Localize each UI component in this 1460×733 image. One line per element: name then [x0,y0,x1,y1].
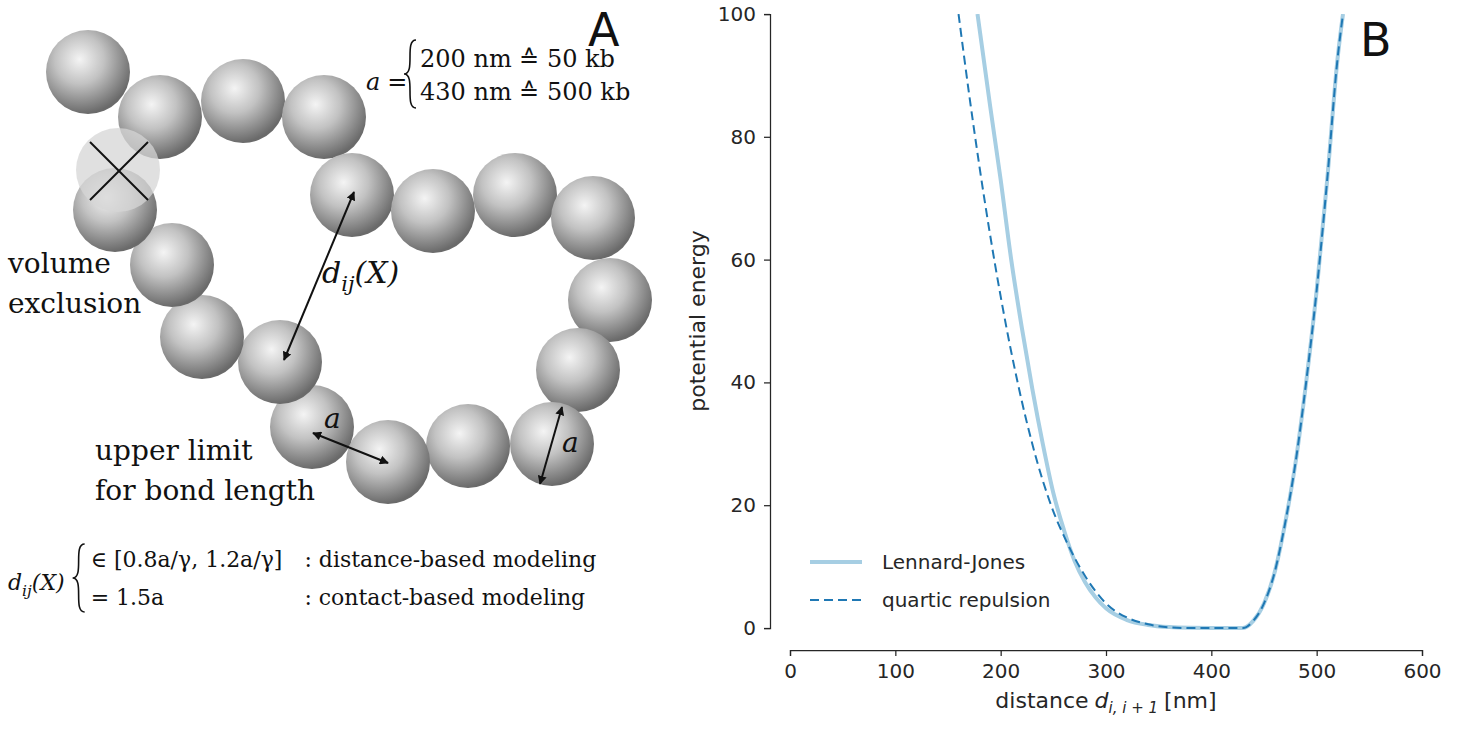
bead [426,404,510,488]
x-tick-label: 400 [1193,659,1231,683]
legend-swatch [810,599,862,601]
distance-label: dij(X) [322,255,399,296]
x-tick: 500 [1298,650,1336,683]
y-tick-label: 100 [718,2,756,26]
d-definition-description: : distance-based modeling [304,547,596,572]
x-tick: 0 [784,650,797,683]
d-definition-condition: ∈ [0.8a/γ, 1.2a/γ] [91,547,283,572]
x-axis-line [791,651,1423,657]
y-tick: 20 [731,493,770,517]
brace [73,544,85,612]
figure: Aa=200 nm ≙ 50 kb430 nm ≙ 500 kbvolumeex… [0,0,1460,733]
y-axis: 0 20 40 60 80 100 [718,2,771,640]
bead [160,295,244,379]
d-definition-description: : contact-based modeling [304,585,585,610]
bond-length-label: upper limit [95,434,253,467]
bond-arrow [540,407,562,484]
series-line [959,14,1343,628]
x-tick: 600 [1403,650,1441,683]
y-tick-label: 80 [731,125,756,149]
x-tick-label: 200 [982,659,1020,683]
bead [201,59,285,143]
y-axis-line [764,15,771,629]
x-tick-mark [1001,650,1002,656]
bead [238,320,322,404]
bead [536,328,620,412]
series-line [977,14,1343,628]
bead [510,402,594,486]
y-tick-mark [764,137,770,138]
x-tick: 400 [1193,650,1231,683]
x-tick-label: 300 [1087,659,1125,683]
bond-symbol: a [324,402,341,435]
bead [473,153,557,237]
d-definition-condition: = 1.5a [91,585,165,610]
y-tick-mark [764,628,770,629]
x-tick-label: 0 [784,659,797,683]
bond-arrow [313,433,388,463]
volume-exclusion-label: volume [7,247,111,280]
y-axis-title: potential energy [685,230,710,412]
brace [404,40,416,108]
a-definition-lhs: a= [366,68,407,96]
x-tick: 100 [877,650,915,683]
bond-length-label: for bond length [95,474,315,507]
y-tick: 40 [731,370,770,394]
y-tick-mark [764,505,770,506]
bond-symbol: a [562,426,579,459]
bead [391,169,475,253]
panel-b: 0 100 200 300 400 500 600 0 20 40 60 80 100 distanced… [685,2,1442,717]
bead [551,176,635,260]
bead-chain [46,30,652,504]
x-tick-mark [790,650,791,656]
legend-label: Lennard-Jones [882,550,1025,574]
y-tick-mark [764,382,770,383]
a-definition-case: 430 nm ≙ 500 kb [420,78,630,106]
y-tick: 0 [743,616,770,640]
plot-area [959,14,1343,628]
d-definition-lhs: dij(X) [8,570,65,600]
panel-a: Aa=200 nm ≙ 50 kb430 nm ≙ 500 kbvolumeex… [7,3,652,612]
y-tick: 100 [718,2,770,26]
legend-label: quartic repulsion [882,588,1051,612]
x-axis: 0 100 200 300 400 500 600 [784,650,1441,683]
legend: Lennard-Jones quartic repulsion [810,550,1051,612]
bead [282,75,366,159]
legend-swatch [810,560,862,564]
y-tick-label: 0 [743,616,756,640]
y-tick: 80 [731,125,770,149]
x-tick-mark [1106,650,1107,656]
x-tick-mark [895,650,896,656]
x-tick-label: 100 [877,659,915,683]
exclusion-cross [90,142,148,200]
x-tick-mark [1317,650,1318,656]
volume-exclusion-label: exclusion [8,287,141,320]
y-tick: 60 [731,248,770,272]
x-tick-mark [1422,650,1423,656]
exclusion-cross [90,142,148,200]
x-tick: 300 [1087,650,1125,683]
y-tick-label: 40 [731,370,756,394]
x-tick: 200 [982,650,1020,683]
y-tick-label: 20 [731,493,756,517]
y-tick-mark [764,14,770,15]
panel-label: B [1360,13,1392,67]
x-axis-title: distancedi, i + 1[nm] [995,688,1216,717]
a-definition-case: 200 nm ≙ 50 kb [420,45,615,73]
bead [46,30,130,114]
excluded-bead [76,128,160,212]
x-tick-label: 500 [1298,659,1336,683]
y-tick-mark [764,259,770,260]
x-tick-mark [1211,650,1212,656]
distance-arrow [284,192,354,360]
y-tick-label: 60 [731,248,756,272]
x-tick-label: 600 [1403,659,1441,683]
